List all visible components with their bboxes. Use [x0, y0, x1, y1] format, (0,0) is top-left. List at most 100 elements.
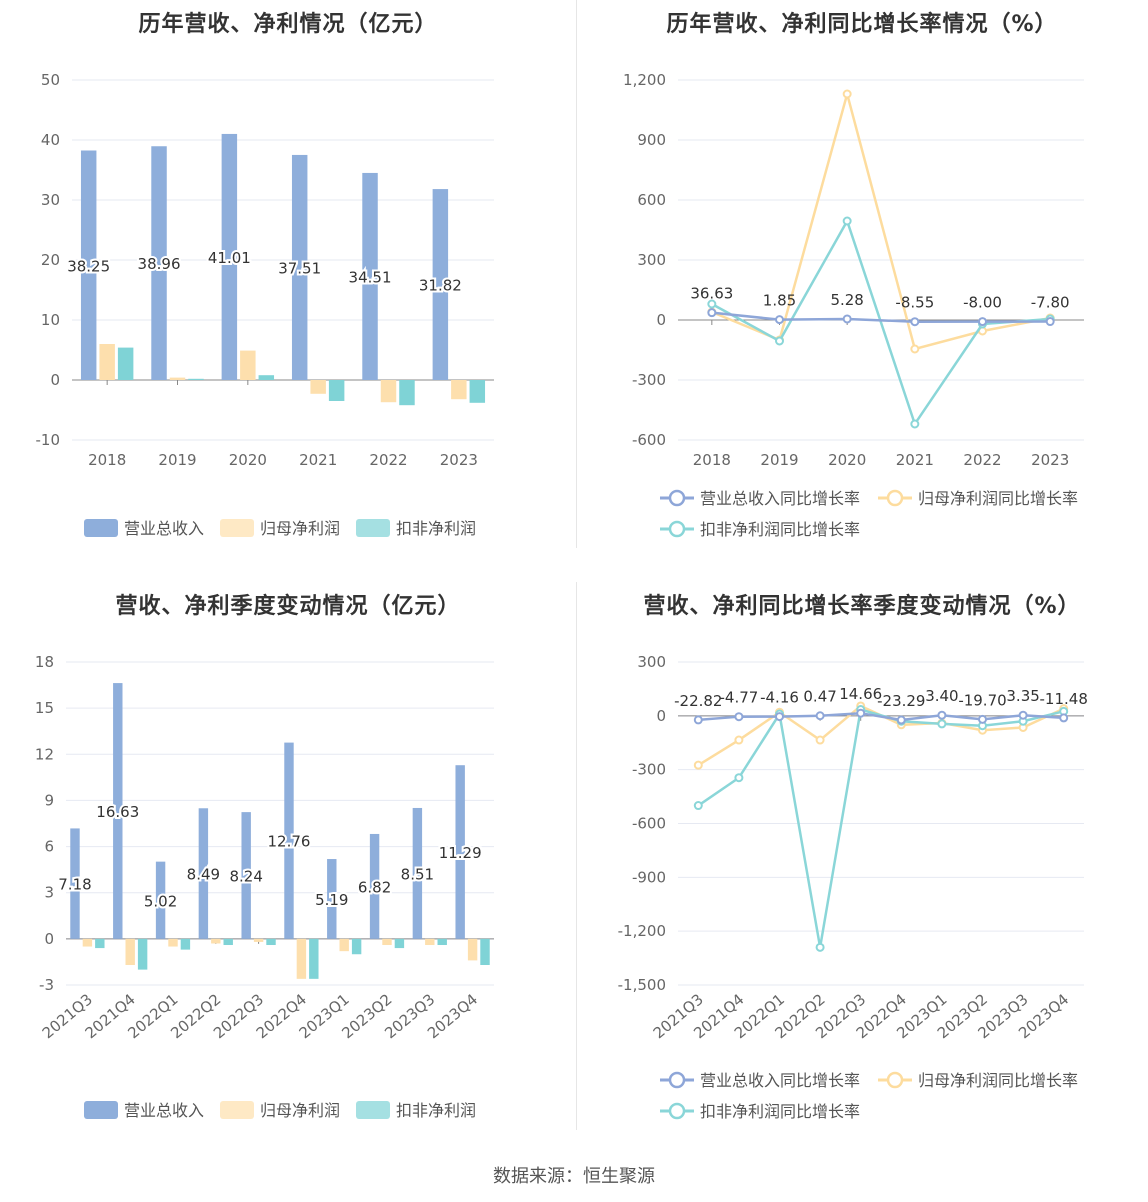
- data-point: [734, 773, 744, 783]
- data-label: 36.63: [690, 285, 733, 303]
- legend-label: 营业总收入: [124, 519, 204, 538]
- bar-parent-net-profit: [240, 350, 256, 380]
- data-label: -8.55: [895, 294, 934, 312]
- y-tick-label: 18: [35, 653, 54, 671]
- y-tick-label: -10: [36, 431, 61, 449]
- legend-label: 归母净利润: [260, 519, 340, 538]
- data-point: [707, 299, 717, 309]
- bar-revenue: [455, 765, 465, 939]
- bar-parent-net-profit: [99, 344, 115, 380]
- data-point: [693, 760, 703, 770]
- bar-nonrecurring-net-profit: [117, 347, 134, 380]
- data-point: [815, 711, 825, 721]
- y-tick-label: -600: [632, 815, 666, 833]
- bar-nonrecurring-net-profit: [188, 378, 204, 380]
- bar-parent-net-profit: [382, 938, 392, 946]
- y-tick-label: 30: [41, 191, 60, 209]
- data-label: 3.40: [925, 687, 958, 705]
- legend-swatch: [220, 1101, 254, 1119]
- data-point: [937, 710, 947, 720]
- panel-quarterly-revenue-profit: 营收、净利季度变动情况（亿元） -3 0 3 6 9 12 15 18 2021Q3 2021Q4…: [0, 582, 576, 1142]
- y-tick-label: -300: [632, 371, 666, 389]
- data-point: [693, 715, 703, 725]
- data-point: [842, 216, 852, 226]
- bar-nonrecurring-net-profit: [223, 938, 233, 946]
- data-point: [1059, 713, 1069, 723]
- bar-nonrecurring-net-profit: [480, 938, 490, 966]
- bar-parent-net-profit: [380, 380, 397, 403]
- x-tick-label: 2023: [440, 451, 478, 469]
- data-label: 7.18: [58, 876, 91, 894]
- data-point: [856, 708, 866, 718]
- bar-revenue: [362, 172, 378, 380]
- data-label: 12.76: [268, 833, 311, 851]
- legend-swatch: [84, 1101, 118, 1119]
- data-point: [910, 419, 920, 429]
- legend-marker: [668, 489, 686, 507]
- bar-parent-net-profit: [211, 938, 221, 944]
- bar-nonrecurring-net-profit: [266, 938, 276, 946]
- bar-revenue: [369, 833, 380, 939]
- legend-label: 扣非净利润: [396, 1101, 476, 1120]
- panel-quarterly-growth: 营收、净利同比增长率季度变动情况（%） -1,500 -1,200 -900 -600…: [576, 582, 1148, 1142]
- legend-label: 营业总收入: [124, 1101, 204, 1120]
- data-label: -22.82: [674, 692, 722, 710]
- x-tick-label: 2022: [963, 451, 1001, 469]
- bar-parent-net-profit: [253, 938, 264, 942]
- y-tick-label: 50: [41, 71, 60, 89]
- data-point: [842, 89, 852, 99]
- data-label: -4.77: [719, 689, 758, 707]
- x-tick-label: 2018: [88, 451, 126, 469]
- legend-label: 归母净利润同比增长率: [918, 1071, 1078, 1090]
- y-tick-label: -1,200: [618, 922, 666, 940]
- data-label: 5.19: [315, 891, 348, 909]
- x-tick-label: 2022: [369, 451, 407, 469]
- data-point: [815, 942, 825, 952]
- bar-parent-net-profit: [125, 938, 135, 966]
- chart-title: 营收、净利季度变动情况（亿元）: [115, 594, 461, 619]
- legend-swatch: [356, 1101, 390, 1119]
- bar-nonrecurring-net-profit: [351, 938, 362, 955]
- bar-nonrecurring-net-profit: [394, 938, 405, 949]
- legend-label: 扣非净利润同比增长率: [700, 1102, 860, 1121]
- y-tick-label: -900: [632, 868, 666, 886]
- data-label: 8.49: [187, 866, 220, 884]
- data-point: [734, 712, 744, 722]
- x-tick-label: 2019: [760, 451, 798, 469]
- bar-nonrecurring-net-profit: [437, 938, 447, 946]
- legend-marker: [886, 489, 904, 507]
- bar-nonrecurring-net-profit: [95, 938, 105, 949]
- data-label: 8.24: [229, 867, 262, 885]
- legend-marker: [886, 1071, 904, 1089]
- panel-annual-growth: 历年营收、净利同比增长率情况（%） -600 -300 0 300 600 900 1,20…: [576, 0, 1148, 560]
- x-tick-label: 2019: [158, 451, 196, 469]
- series-line: [711, 217, 1051, 427]
- data-source-note: 数据来源：恒生聚源: [493, 1166, 655, 1187]
- data-point: [937, 719, 947, 729]
- y-tick-label: -600: [632, 431, 666, 449]
- data-point: [978, 714, 987, 724]
- legend-swatch: [220, 519, 254, 537]
- data-label: 34.51: [349, 268, 392, 286]
- y-tick-label: 0: [656, 707, 666, 725]
- data-point: [815, 735, 825, 745]
- y-tick-label: 900: [637, 131, 666, 149]
- annual-growth-chart: -600 -300 0 300 600 900 1,200 2018 2019 2020 2021 2…: [623, 71, 1084, 539]
- data-label: 37.51: [278, 259, 321, 277]
- bar-nonrecurring-net-profit: [399, 380, 415, 406]
- y-tick-label: 300: [637, 653, 666, 671]
- series-line: [698, 711, 1064, 722]
- x-tick-label: 2018: [693, 451, 731, 469]
- data-point: [775, 315, 784, 325]
- legend-marker: [668, 520, 686, 538]
- chart-title: 历年营收、净利情况（亿元）: [138, 12, 438, 37]
- y-tick-label: -3: [39, 976, 54, 994]
- bar-nonrecurring-net-profit: [258, 375, 275, 380]
- data-label: 5.28: [830, 291, 863, 309]
- data-label: -23.29: [877, 692, 925, 710]
- y-tick-label: -1,500: [618, 976, 666, 994]
- data-label: 14.66: [839, 685, 882, 703]
- series-line: [711, 311, 1051, 323]
- data-label: -8.00: [963, 294, 1002, 312]
- data-label: 31.82: [419, 277, 462, 295]
